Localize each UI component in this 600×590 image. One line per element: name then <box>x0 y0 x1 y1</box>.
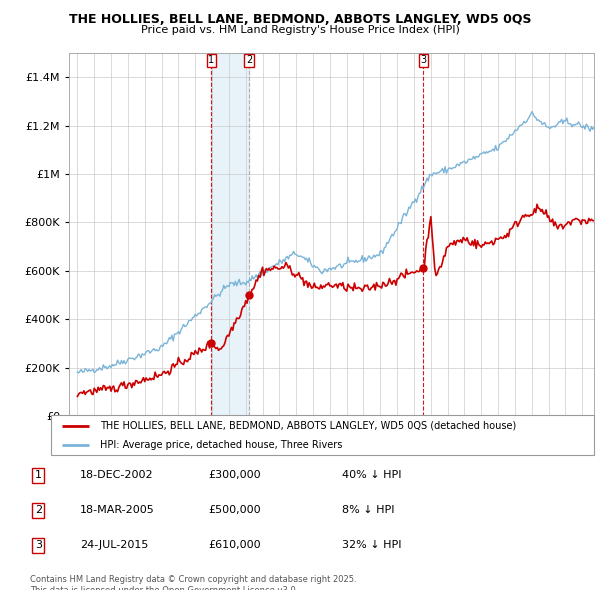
Bar <box>211 53 249 416</box>
Text: 2: 2 <box>246 55 253 65</box>
Text: £500,000: £500,000 <box>209 506 261 515</box>
Text: 1: 1 <box>208 55 214 65</box>
Text: 18-MAR-2005: 18-MAR-2005 <box>80 506 155 515</box>
Text: THE HOLLIES, BELL LANE, BEDMOND, ABBOTS LANGLEY, WD5 0QS (detached house): THE HOLLIES, BELL LANE, BEDMOND, ABBOTS … <box>100 421 516 431</box>
Text: £300,000: £300,000 <box>209 470 261 480</box>
Text: HPI: Average price, detached house, Three Rivers: HPI: Average price, detached house, Thre… <box>100 440 342 450</box>
Text: 3: 3 <box>421 55 427 65</box>
Text: 24-JUL-2015: 24-JUL-2015 <box>80 540 149 550</box>
Text: £610,000: £610,000 <box>209 540 261 550</box>
Text: 40% ↓ HPI: 40% ↓ HPI <box>343 470 402 480</box>
Text: Price paid vs. HM Land Registry's House Price Index (HPI): Price paid vs. HM Land Registry's House … <box>140 25 460 35</box>
Text: 8% ↓ HPI: 8% ↓ HPI <box>343 506 395 515</box>
Text: Contains HM Land Registry data © Crown copyright and database right 2025.
This d: Contains HM Land Registry data © Crown c… <box>30 575 356 590</box>
Text: THE HOLLIES, BELL LANE, BEDMOND, ABBOTS LANGLEY, WD5 0QS: THE HOLLIES, BELL LANE, BEDMOND, ABBOTS … <box>69 13 531 26</box>
Text: 2: 2 <box>35 506 42 515</box>
Text: 32% ↓ HPI: 32% ↓ HPI <box>343 540 402 550</box>
Text: 18-DEC-2002: 18-DEC-2002 <box>80 470 154 480</box>
Text: 1: 1 <box>35 470 42 480</box>
Text: 3: 3 <box>35 540 42 550</box>
